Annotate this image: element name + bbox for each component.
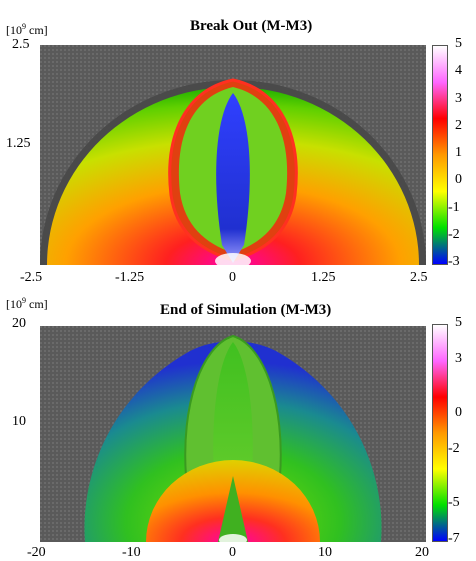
colorbar-tick-label: -1 [448, 199, 460, 215]
central-source [215, 253, 251, 265]
panel-end-of-simulation: End of Simulation (M-M3) [109 cm] 20 10 [0, 275, 476, 560]
colorbar [432, 45, 448, 265]
colorbar-tick-label: -2 [448, 226, 460, 242]
jet-core [216, 93, 250, 263]
x-tick-label: 0 [229, 270, 236, 285]
colorbar [432, 324, 448, 542]
colorbar-tick-label: -3 [448, 254, 460, 269]
simulation-map-svg [40, 45, 426, 265]
unit-label: [109 cm] [6, 296, 48, 311]
simulation-map-svg [40, 326, 426, 542]
x-tick-label: 10 [318, 545, 332, 560]
colorbar-tick-label: 4 [455, 63, 462, 79]
y-tick-label: 20 [12, 316, 26, 331]
colorbar-tick-label: 3 [455, 90, 462, 106]
x-tick-label: -20 [27, 545, 46, 560]
colorbar-tick-label: 2 [455, 117, 462, 133]
simulation-map [40, 45, 426, 265]
colorbar-tick-label: 1 [455, 145, 462, 160]
y-tick-label: 10 [12, 414, 26, 429]
colorbar-tick-label: 0 [455, 405, 462, 420]
y-tick-label: 2.5 [12, 37, 30, 52]
colorbar-tick-label: 5 [455, 36, 462, 51]
colorbar-tick-label: -7 [448, 531, 460, 546]
simulation-map [40, 326, 426, 542]
colorbar-tick-label: 5 [455, 315, 462, 330]
colorbar-tick-label: -5 [448, 495, 460, 510]
x-tick-label: 2.5 [410, 270, 428, 285]
unit-label: [109 cm] [6, 22, 48, 37]
central-source [219, 534, 247, 542]
panel-break-out: Break Out (M-M3) [109 cm] 2.5 1.25 [0, 0, 476, 285]
colorbar-tick-label: -2 [448, 441, 460, 456]
x-tick-label: 0 [229, 545, 236, 560]
colorbar-tick-label: 3 [455, 351, 462, 366]
x-tick-label: -2.5 [20, 270, 43, 285]
colorbar-tick-label: 0 [455, 172, 462, 188]
chart-title: Break Out (M-M3) [190, 18, 313, 34]
chart-title: End of Simulation (M-M3) [160, 302, 332, 318]
jet-base [218, 476, 248, 542]
x-tick-label: -10 [122, 545, 141, 560]
x-tick-label: 20 [415, 545, 429, 560]
x-tick-label: 1.25 [311, 270, 336, 285]
x-tick-label: -1.25 [115, 270, 145, 285]
y-tick-label: 1.25 [6, 136, 31, 151]
